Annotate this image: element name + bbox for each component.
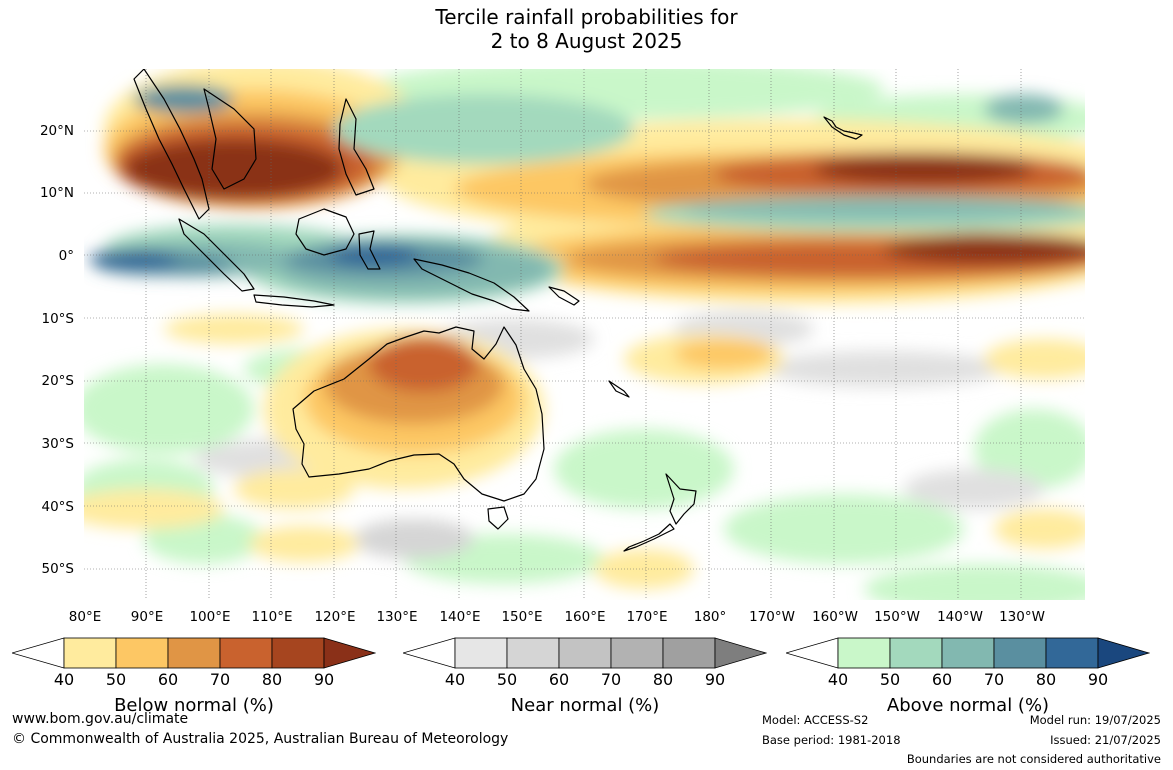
colorbar-above-tick: 60: [931, 670, 953, 689]
title-line-1: Tercile rainfall probabilities for: [435, 5, 738, 29]
colorbar-near-bin-70: [558, 637, 612, 669]
new-zealand-north-outline: [665, 473, 697, 525]
colorbar-below-bin-90: [271, 637, 325, 669]
colorbar-below-max-triangle: [323, 637, 376, 669]
lon-label: 150°E: [501, 609, 543, 625]
lon-label: 140°W: [937, 609, 983, 625]
colorbar-near-tick: 40: [444, 670, 466, 689]
colorbar-above-tick: 70: [983, 670, 1005, 689]
java-outline: [253, 294, 335, 308]
mainland-se-asia-outline: [133, 69, 210, 220]
website-link[interactable]: www.bom.gov.au/climate: [12, 711, 189, 727]
probability-map: [84, 69, 1085, 600]
new-guinea-outline: [413, 258, 530, 312]
lon-label: 160°E: [564, 609, 606, 625]
colorbar-near-bin-60: [506, 637, 560, 669]
colorbar-near-bin-50: [454, 637, 508, 669]
map-title: Tercile rainfall probabilities for 2 to …: [0, 5, 1173, 53]
colorbar-below-bin-70: [167, 637, 221, 669]
colorbar-below-label: Below normal (%): [114, 695, 274, 716]
colorbar-below-min-triangle: [12, 637, 65, 669]
colorbar-near-tick: 50: [496, 670, 518, 689]
lat-label: 10°S: [41, 311, 75, 327]
lon-label: 100°E: [189, 609, 231, 625]
lat-label: 20°S: [41, 373, 75, 389]
graticule: [84, 69, 1085, 600]
disclaimer-text: Boundaries are not considered authoritat…: [906, 752, 1161, 766]
australia-outline: [292, 326, 545, 502]
solomon-islands-outline: [548, 286, 580, 306]
lat-label: 0°: [58, 248, 74, 264]
lon-label: 170°W: [749, 609, 795, 625]
base-period-text: Base period: 1981-2018: [762, 733, 901, 747]
colorbar-above-label: Above normal (%): [886, 695, 1050, 716]
lon-label: 160°W: [812, 609, 858, 625]
lon-label: 140°E: [439, 609, 481, 625]
colorbar-near-tick: 70: [600, 670, 622, 689]
colorbar-below-bin-80: [219, 637, 273, 669]
colorbar-above-tick: 50: [879, 670, 901, 689]
lon-label: 130°W: [999, 609, 1045, 625]
colorbar-near-normal: [403, 637, 767, 669]
colorbar-above-bin-80: [993, 637, 1047, 669]
colorbar-below-bin-50: [63, 637, 117, 669]
model-run-text: Model run: 19/07/2025: [1029, 713, 1161, 727]
colorbar-above-tick: 90: [1087, 670, 1109, 689]
colorbar-near-tick: 60: [548, 670, 570, 689]
colorbar-above-bin-90: [1045, 637, 1099, 669]
lon-label: 170°E: [626, 609, 668, 625]
borneo-outline: [295, 208, 355, 256]
model-text: Model: ACCESS-S2: [762, 713, 869, 727]
lon-label: 80°E: [68, 609, 102, 625]
new-zealand-south-outline: [623, 523, 675, 552]
copyright-text: © Commonwealth of Australia 2025, Austra…: [12, 731, 509, 747]
colorbar-near-tick: 90: [704, 670, 726, 689]
colorbar-above-tick: 80: [1035, 670, 1057, 689]
sumatra-outline: [178, 218, 255, 292]
colorbar-near-bin-90: [662, 637, 716, 669]
colorbar-below-normal: [12, 637, 376, 669]
new-caledonia-outline: [608, 380, 630, 398]
colorbar-below-tick: 70: [209, 670, 231, 689]
indochina-outline: [203, 88, 257, 190]
lat-label: 50°S: [41, 561, 75, 577]
colorbar-above-bin-50: [837, 637, 891, 669]
colorbar-below-tick: 60: [157, 670, 179, 689]
colorbar-near-label: Near normal (%): [510, 695, 660, 716]
lat-label: 40°S: [41, 499, 75, 515]
lon-label: 180°: [693, 609, 727, 625]
colorbar-above-min-triangle: [786, 637, 839, 669]
philippines-outline: [338, 98, 375, 196]
colorbar-below-tick: 90: [313, 670, 335, 689]
colorbar-near-bin-80: [610, 637, 664, 669]
tasmania-outline: [487, 506, 509, 530]
colorbar-below-bin-60: [115, 637, 169, 669]
colorbar-above-tick: 40: [827, 670, 849, 689]
colorbar-near-max-triangle: [714, 637, 767, 669]
colorbar-near-tick: 80: [652, 670, 674, 689]
lon-label: 150°W: [874, 609, 920, 625]
colorbar-above-bin-70: [941, 637, 995, 669]
colorbar-below-tick: 50: [105, 670, 127, 689]
colorbar-below-tick: 80: [261, 670, 283, 689]
colorbar-below-tick: 40: [53, 670, 75, 689]
lon-label: 130°E: [376, 609, 418, 625]
lat-label: 30°S: [41, 436, 75, 452]
colorbar-above-normal: [786, 637, 1150, 669]
lat-label: 20°N: [39, 123, 74, 139]
colorbar-near-min-triangle: [403, 637, 456, 669]
lat-label: 10°N: [39, 185, 74, 201]
sulawesi-outline: [358, 230, 381, 270]
hawaii-outline: [823, 116, 863, 140]
lon-label: 110°E: [251, 609, 293, 625]
title-line-2: 2 to 8 August 2025: [490, 29, 683, 53]
colorbar-above-max-triangle: [1097, 637, 1150, 669]
colorbar-above-bin-60: [889, 637, 943, 669]
issued-text: Issued: 21/07/2025: [1050, 733, 1161, 747]
lon-label: 120°E: [314, 609, 356, 625]
coastlines: [133, 69, 863, 552]
lon-label: 90°E: [130, 609, 164, 625]
